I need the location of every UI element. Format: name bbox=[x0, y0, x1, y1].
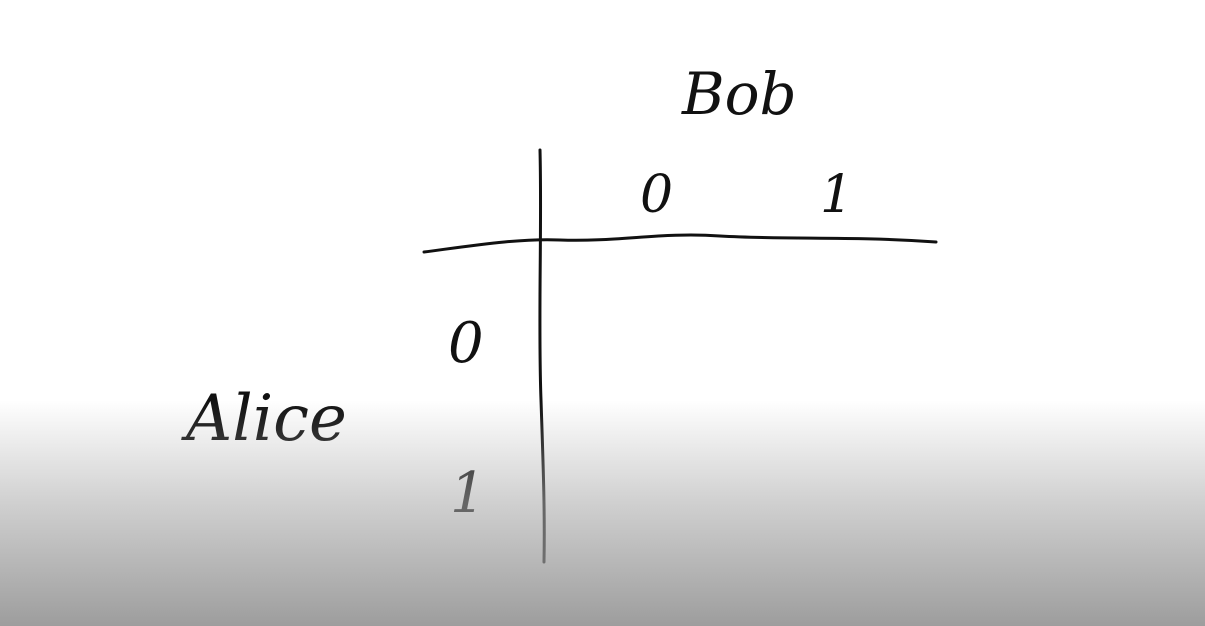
column-label-0: 0 bbox=[640, 165, 673, 225]
row-label-0: 0 bbox=[448, 311, 484, 376]
column-label-1: 1 bbox=[820, 165, 853, 225]
row-divider-line bbox=[538, 148, 546, 564]
column-player-label: Bob bbox=[681, 60, 797, 128]
row-player-label: Alice bbox=[181, 382, 347, 456]
row-label-1: 1 bbox=[450, 461, 486, 526]
header-divider-line bbox=[422, 233, 938, 254]
